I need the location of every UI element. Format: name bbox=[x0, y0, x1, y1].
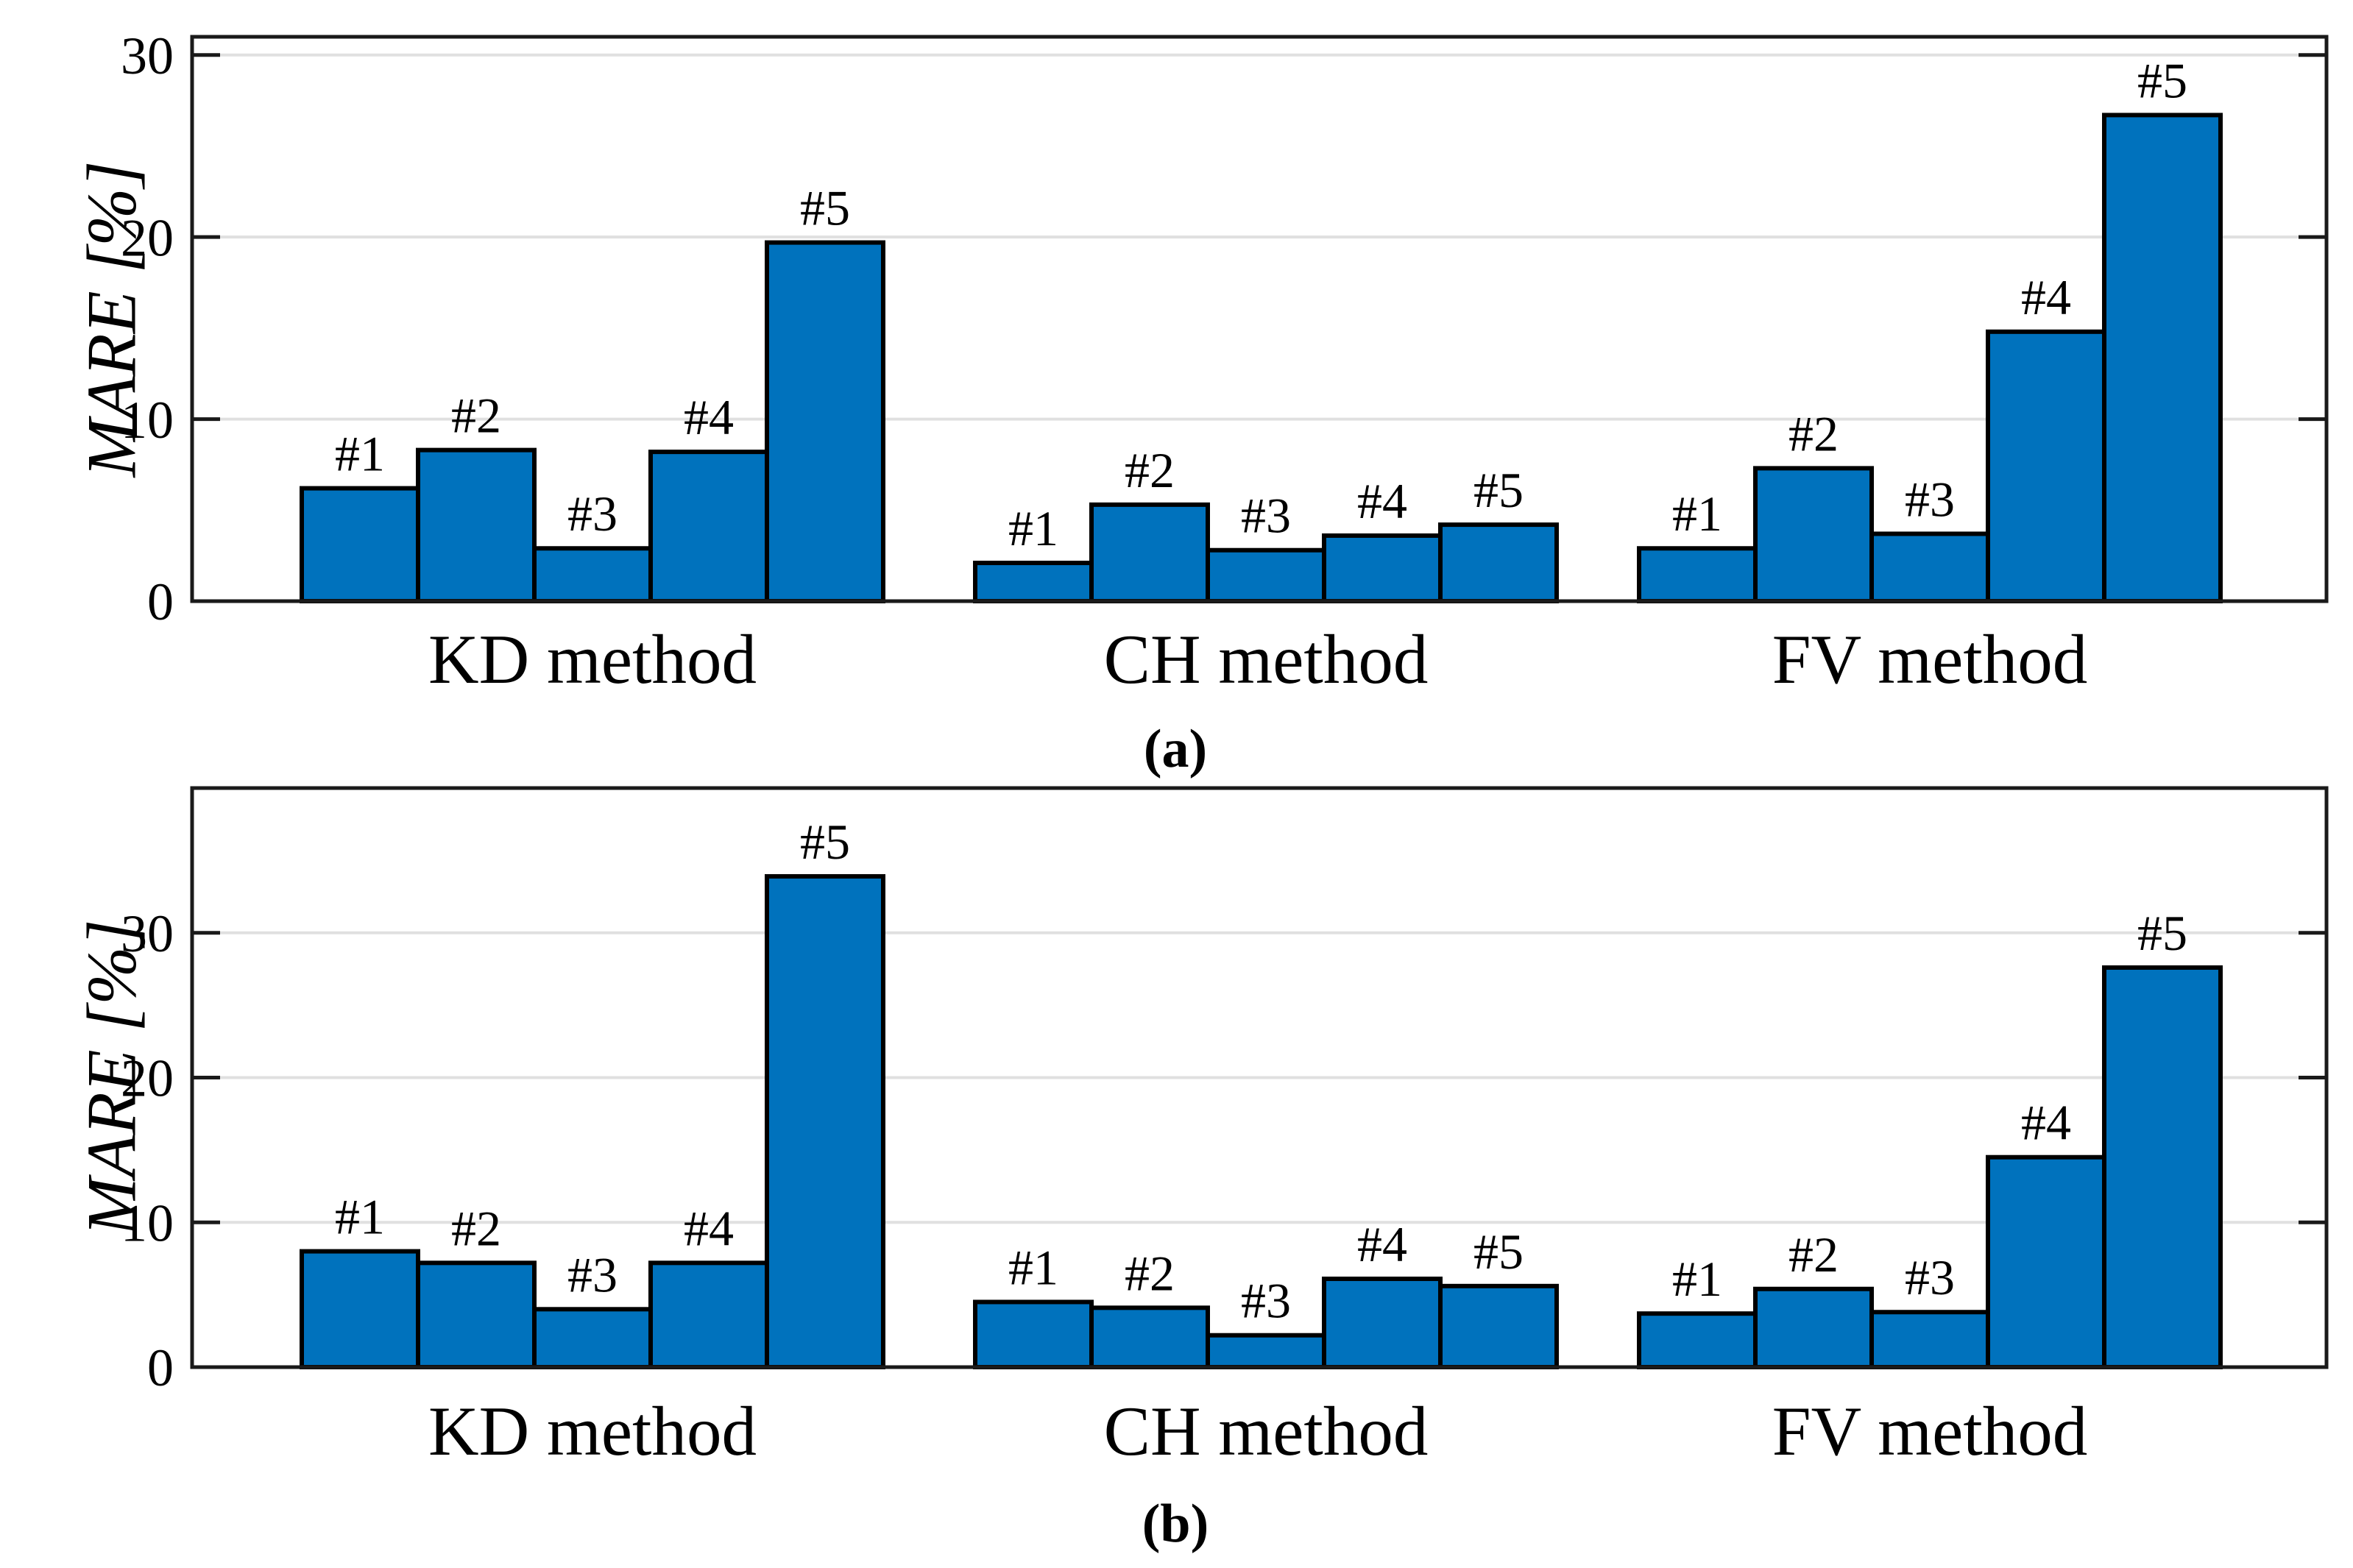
panel-label-a: (a) bbox=[1144, 719, 1207, 779]
bar bbox=[973, 1299, 1094, 1370]
category-label: FV method bbox=[1772, 1392, 2087, 1470]
bar-label: #2 bbox=[1125, 442, 1175, 498]
bar-label: #4 bbox=[684, 389, 734, 445]
bar-label: #5 bbox=[2137, 905, 2187, 961]
category-label: KD method bbox=[428, 620, 757, 698]
bar bbox=[1322, 1276, 1443, 1370]
bar-label: #5 bbox=[2137, 52, 2187, 108]
bar-label: #5 bbox=[1473, 462, 1524, 518]
bar bbox=[1089, 1305, 1210, 1370]
bar-label: #4 bbox=[2021, 1095, 2071, 1151]
bar bbox=[973, 561, 1094, 603]
bar bbox=[765, 240, 885, 603]
bar-label: #2 bbox=[451, 388, 501, 444]
bar-label: #3 bbox=[1905, 1249, 1955, 1305]
category-label: KD method bbox=[428, 1392, 757, 1470]
bar-label: #5 bbox=[800, 814, 850, 870]
y-tick-label: 0 bbox=[147, 1338, 174, 1397]
bar bbox=[1438, 522, 1559, 603]
bar-label: #3 bbox=[567, 1246, 618, 1302]
y-tick-label: 0 bbox=[147, 572, 174, 631]
bar bbox=[2102, 113, 2223, 603]
bar-label: #2 bbox=[451, 1200, 501, 1256]
bar bbox=[1869, 531, 1990, 603]
bar bbox=[1986, 329, 2106, 603]
bar bbox=[1869, 1310, 1990, 1369]
bar-label: #1 bbox=[335, 426, 385, 482]
bar-label: #4 bbox=[1357, 1216, 1407, 1272]
bar-label: #3 bbox=[1241, 1273, 1291, 1329]
bar-label: #1 bbox=[1672, 486, 1722, 542]
y-tick-label: 30 bbox=[121, 904, 174, 963]
panel-a: #1 #2 #3 #4 #5 KD method #1 #2 #3 #4 #5 CH method #1… bbox=[72, 26, 2329, 779]
bar bbox=[2102, 965, 2223, 1369]
bar-label: #1 bbox=[1672, 1251, 1722, 1307]
bar bbox=[1637, 1311, 1758, 1370]
bar bbox=[1753, 466, 1874, 603]
y-tick-label: 20 bbox=[121, 1049, 174, 1108]
bar bbox=[1322, 533, 1443, 603]
bar bbox=[300, 1249, 420, 1369]
bar bbox=[1206, 547, 1326, 604]
y-tick-label: 10 bbox=[121, 391, 174, 450]
plot-box bbox=[190, 35, 2329, 603]
bar-label: #1 bbox=[1008, 1239, 1058, 1295]
bar-label: #3 bbox=[1905, 471, 1955, 527]
y-axis-title: MARE [%] bbox=[72, 160, 150, 478]
bar bbox=[1089, 502, 1210, 603]
bar bbox=[532, 546, 653, 604]
bar-label: #2 bbox=[1788, 1227, 1839, 1283]
bar bbox=[300, 486, 420, 603]
bar-label: #1 bbox=[335, 1189, 385, 1245]
bar bbox=[1637, 546, 1758, 604]
bar-label: #1 bbox=[1008, 500, 1058, 556]
panel-b: #1 #2 #3 #4 #5 KD method #1 #2 #3 #4 #5 CH method #1… bbox=[72, 786, 2329, 1554]
bar-label: #2 bbox=[1788, 405, 1839, 461]
category-label: CH method bbox=[1104, 620, 1429, 698]
bar-label: #3 bbox=[567, 486, 618, 542]
bar bbox=[416, 1260, 537, 1369]
bar bbox=[765, 874, 885, 1369]
bar bbox=[532, 1307, 653, 1370]
bar-label: #4 bbox=[2021, 269, 2071, 325]
y-tick-label: 30 bbox=[121, 26, 174, 85]
y-tick-label: 10 bbox=[121, 1193, 174, 1252]
bar-label: #4 bbox=[684, 1200, 734, 1256]
bar bbox=[1986, 1154, 2106, 1370]
bar-label: #2 bbox=[1125, 1245, 1175, 1301]
y-axis-title: MARE [%] bbox=[72, 919, 150, 1237]
bar bbox=[648, 1260, 769, 1369]
bar-label: #5 bbox=[800, 180, 850, 236]
bar bbox=[1438, 1283, 1559, 1369]
panel-label-b: (b) bbox=[1142, 1494, 1209, 1554]
bar-label: #3 bbox=[1241, 488, 1291, 544]
category-label: FV method bbox=[1772, 620, 2087, 698]
bar-label: #4 bbox=[1357, 473, 1407, 529]
bar bbox=[1206, 1333, 1326, 1369]
category-label: CH method bbox=[1104, 1392, 1429, 1470]
bar bbox=[648, 450, 769, 604]
bar bbox=[416, 447, 537, 603]
bar-label: #5 bbox=[1473, 1224, 1524, 1280]
bar bbox=[1753, 1286, 1874, 1370]
y-tick-label: 20 bbox=[121, 208, 174, 267]
